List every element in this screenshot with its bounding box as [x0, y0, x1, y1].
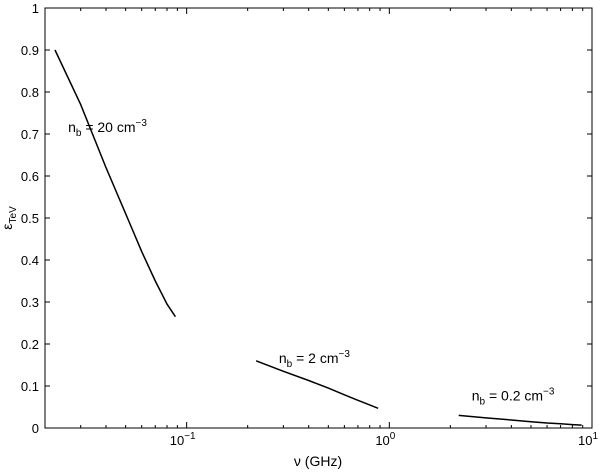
- y-tick-label: 0.2: [21, 337, 39, 352]
- series-line-3: [458, 414, 582, 426]
- y-tick-label: 0.3: [21, 295, 39, 310]
- y-tick-label: 0.1: [21, 379, 39, 394]
- x-tick-label: 100: [375, 431, 395, 448]
- x-tick-label: 101: [578, 431, 598, 448]
- y-axis-label-main: ε: [0, 223, 15, 229]
- y-tick-label: 0.6: [21, 169, 39, 184]
- curve-annotation-2: nb = 2 cm−3: [279, 349, 350, 370]
- y-tick-label: 0.7: [21, 127, 39, 142]
- x-axis-label: ν (GHz): [294, 453, 342, 469]
- series-line-1: [54, 49, 177, 318]
- y-axis-label: εTeV: [0, 206, 19, 230]
- series-line-2: [255, 360, 379, 409]
- x-tick-label: 10−1: [170, 431, 196, 448]
- ticks-layer: 0 0.1 0.2 0.3 0.4 0.5 0.6 0.7 0.8 0.9 1 10−1 100 101: [21, 1, 599, 448]
- curve-annotation-3: nb = 0.2 cm−3: [472, 387, 555, 408]
- y-tick-label: 0.4: [21, 253, 39, 268]
- y-tick-label: 0: [32, 421, 39, 436]
- plot-frame: [44, 7, 593, 429]
- series-layer: [54, 49, 582, 426]
- y-tick-label: 0.9: [21, 43, 39, 58]
- y-tick-label: 1: [32, 1, 39, 16]
- y-axis-label-sub: TeV: [8, 206, 19, 224]
- curve-annotation-1: nb = 20 cm−3: [68, 118, 147, 139]
- y-tick-label: 0.5: [21, 211, 39, 226]
- y-tick-label: 0.8: [21, 85, 39, 100]
- svg-text:εTeV: εTeV: [0, 206, 19, 230]
- plot-background: [45, 8, 592, 428]
